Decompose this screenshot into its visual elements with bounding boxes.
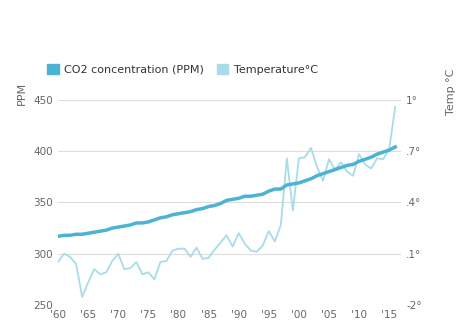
Y-axis label: PPM: PPM xyxy=(17,82,27,105)
Y-axis label: Temp °C: Temp °C xyxy=(446,68,456,115)
Legend: CO2 concentration (PPM), Temperature°C: CO2 concentration (PPM), Temperature°C xyxy=(43,60,322,79)
